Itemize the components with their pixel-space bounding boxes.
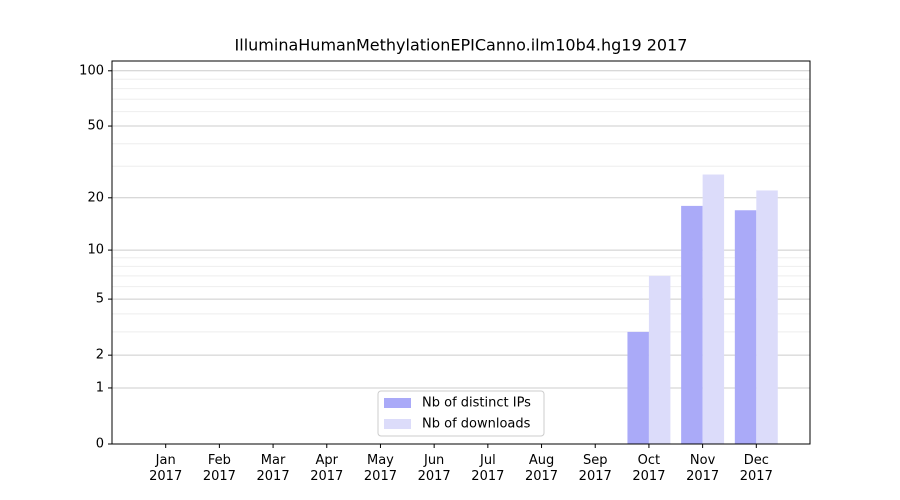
bar [734, 210, 757, 444]
x-tick-label: Jun 2017 [417, 453, 451, 484]
x-tick-label: Oct 2017 [632, 453, 666, 484]
x-tick-label: Jan 2017 [149, 453, 183, 484]
x-tick-label: Feb 2017 [202, 453, 236, 484]
bar [702, 174, 725, 444]
bar [681, 205, 703, 444]
y-tick-label: 10 [87, 243, 104, 258]
plot-frame [111, 60, 811, 445]
chart-title: IlluminaHumanMethylationEPICanno.ilm10b4… [235, 36, 688, 55]
y-tick-label: 20 [87, 190, 104, 205]
legend-label: Nb of downloads [422, 417, 531, 432]
x-tick-label: Mar 2017 [256, 453, 290, 484]
y-tick-label: 50 [87, 119, 104, 134]
bar [627, 331, 649, 444]
y-tick-label: 2 [96, 348, 104, 363]
x-tick-label: Dec 2017 [739, 453, 773, 484]
x-tick-label: Aug 2017 [524, 453, 559, 484]
x-tick-label: Nov 2017 [686, 453, 720, 484]
legend-label: Nb of distinct IPs [422, 396, 531, 411]
x-tick-label: May 2017 [363, 453, 397, 484]
legend-swatch [384, 419, 411, 429]
legend-swatch [384, 398, 411, 408]
y-tick-label: 0 [96, 437, 104, 452]
bar [648, 275, 671, 444]
legend-box [377, 390, 545, 437]
x-tick-label: Jul 2017 [471, 453, 505, 484]
x-tick-label: Sep 2017 [578, 453, 612, 484]
x-tick-label: Apr 2017 [310, 453, 344, 484]
y-tick-label: 1 [96, 380, 104, 395]
y-tick-label: 5 [96, 292, 104, 307]
bar [756, 190, 778, 444]
y-tick-label: 100 [79, 63, 104, 78]
